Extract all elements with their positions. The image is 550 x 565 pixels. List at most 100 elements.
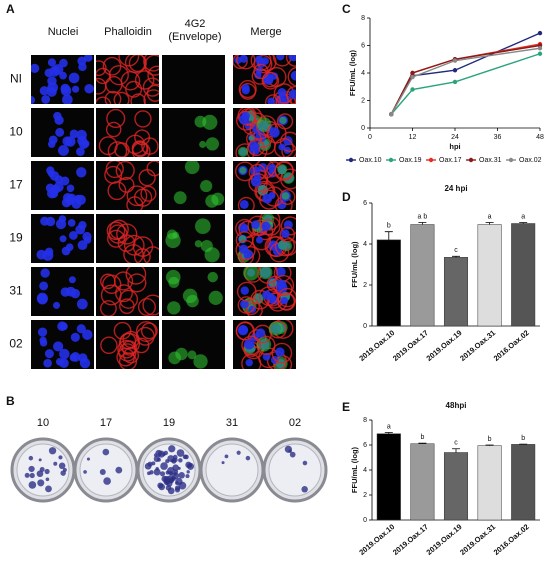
nucleus (36, 249, 47, 260)
envelope (184, 161, 200, 175)
plaque (37, 479, 45, 487)
actin (258, 286, 279, 306)
bar (443, 452, 469, 521)
cells (165, 269, 223, 315)
actin (131, 141, 151, 157)
plaque (155, 467, 159, 471)
actin (119, 298, 135, 314)
cells (235, 320, 294, 369)
x-tick-label: 2019.Oax.10 (357, 522, 396, 557)
micrograph-content (173, 161, 225, 208)
plaque (147, 471, 151, 476)
nucleus (276, 199, 287, 210)
nucleus (65, 195, 76, 205)
actin (107, 141, 128, 157)
nucleus (240, 299, 249, 309)
nucleus (288, 55, 296, 62)
significance-label: a (521, 213, 525, 220)
nucleus (76, 147, 85, 157)
significance-label: a (488, 213, 492, 220)
nucleus (53, 341, 64, 352)
error-bar (384, 231, 393, 240)
nucleus (70, 332, 80, 342)
y-tick-label: 2 (363, 282, 367, 289)
nucleus (76, 324, 86, 334)
envelope (237, 146, 249, 157)
x-tick-label: 2019.Oax.31 (458, 328, 497, 363)
nucleus (44, 247, 54, 256)
column-header: 4G2 (185, 18, 206, 30)
panel-label: E (342, 400, 350, 414)
nucleus (280, 297, 288, 305)
envelope (166, 229, 178, 240)
nucleus (59, 348, 70, 360)
actin (113, 321, 132, 340)
panel-label: A (6, 2, 15, 16)
nucleus (68, 72, 80, 84)
actin (286, 85, 296, 104)
nucleus (84, 83, 94, 94)
nucleus (54, 115, 64, 125)
micrograph (162, 55, 225, 104)
micrograph-content (45, 166, 87, 209)
nucleus (251, 220, 260, 230)
micrograph-content (104, 161, 159, 210)
nucleus (281, 229, 290, 238)
actin (133, 248, 151, 263)
x-tick-label: 48 (536, 134, 544, 141)
y-tick-label: 4 (361, 70, 365, 77)
micrograph-content (233, 55, 296, 104)
actin (234, 161, 255, 182)
envelope (199, 140, 207, 148)
envelope (194, 218, 211, 235)
plaque (58, 455, 63, 460)
plaque (178, 458, 183, 463)
plaque (28, 481, 37, 489)
nucleus (44, 349, 54, 359)
nucleus (52, 301, 61, 309)
actin (259, 189, 280, 210)
nucleus (275, 267, 286, 277)
actin (99, 300, 117, 316)
y-tick-label: 4 (363, 241, 367, 248)
nucleus (75, 224, 86, 235)
plaque (173, 457, 178, 463)
envelope (279, 116, 287, 124)
dish-label: 02 (289, 417, 301, 429)
actin (106, 221, 126, 241)
cells (104, 161, 159, 210)
actin (241, 335, 261, 356)
legend-marker (428, 157, 434, 163)
cells (45, 166, 87, 209)
actin (130, 93, 146, 104)
micrograph-content (36, 215, 92, 261)
actin (247, 138, 265, 157)
actin (143, 55, 159, 72)
actin (140, 185, 157, 202)
actin (134, 110, 152, 128)
actin (125, 267, 147, 285)
nucleus (69, 353, 78, 362)
envelope (239, 166, 247, 174)
dish-label: 10 (37, 417, 49, 429)
actin (233, 55, 248, 70)
nucleus (41, 95, 51, 104)
error-bar (384, 432, 393, 434)
panel-label: B (6, 394, 15, 408)
plaque (302, 460, 308, 466)
envelope (193, 354, 208, 369)
bar (376, 239, 401, 327)
dish-label: 19 (163, 417, 175, 429)
plaque (169, 478, 174, 484)
error-bar (418, 222, 427, 225)
nucleus (60, 85, 72, 96)
nucleus (43, 358, 52, 368)
actin (100, 284, 122, 306)
x-tick-label: 2019.Oax.19 (425, 328, 464, 363)
cells (36, 268, 88, 310)
actin (96, 77, 107, 95)
micrograph-content (168, 347, 208, 369)
actin (125, 80, 143, 98)
nucleus (237, 324, 249, 336)
actin (107, 181, 127, 201)
